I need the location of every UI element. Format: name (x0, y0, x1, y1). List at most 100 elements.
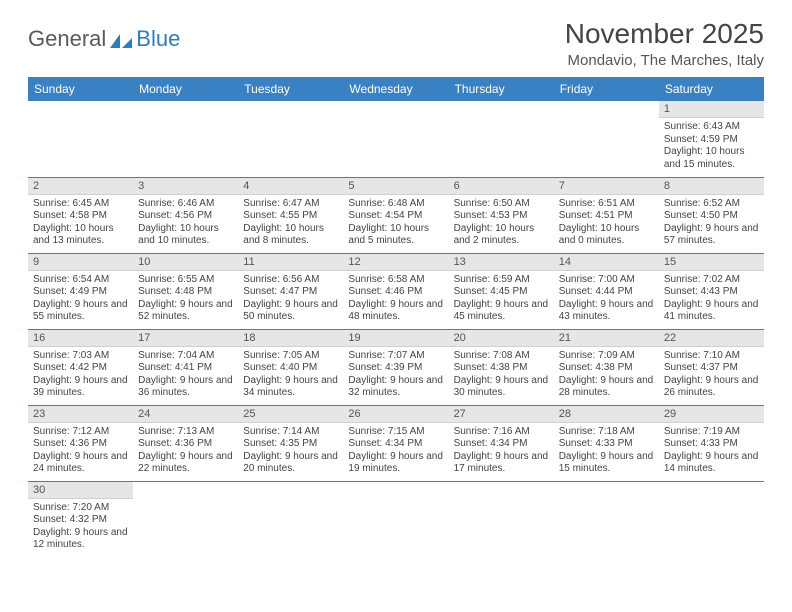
day-number: 8 (659, 178, 764, 195)
daylight-line: Daylight: 9 hours and 17 minutes. (454, 451, 549, 476)
day-details: Sunrise: 6:54 AMSunset: 4:49 PMDaylight:… (28, 271, 133, 328)
day-details: Sunrise: 7:20 AMSunset: 4:32 PMDaylight:… (28, 499, 133, 556)
calendar-day-cell: 30Sunrise: 7:20 AMSunset: 4:32 PMDayligh… (28, 481, 133, 557)
day-number: 16 (28, 330, 133, 347)
day-details: Sunrise: 6:46 AMSunset: 4:56 PMDaylight:… (133, 195, 238, 252)
day-number: 18 (238, 330, 343, 347)
calendar-empty-cell (343, 481, 448, 557)
calendar-empty-cell (659, 481, 764, 557)
day-details: Sunrise: 6:48 AMSunset: 4:54 PMDaylight:… (343, 195, 448, 252)
day-details: Sunrise: 7:09 AMSunset: 4:38 PMDaylight:… (554, 347, 659, 404)
day-details: Sunrise: 7:14 AMSunset: 4:35 PMDaylight:… (238, 423, 343, 480)
sunset-line: Sunset: 4:53 PM (454, 210, 549, 223)
day-number: 11 (238, 254, 343, 271)
calendar-empty-cell (133, 101, 238, 177)
calendar-row: 23Sunrise: 7:12 AMSunset: 4:36 PMDayligh… (28, 405, 764, 481)
sunrise-line: Sunrise: 6:46 AM (138, 198, 233, 211)
day-number: 25 (238, 406, 343, 423)
day-number: 15 (659, 254, 764, 271)
calendar-day-cell: 9Sunrise: 6:54 AMSunset: 4:49 PMDaylight… (28, 253, 133, 329)
daylight-line: Daylight: 9 hours and 45 minutes. (454, 299, 549, 324)
calendar-empty-cell (449, 481, 554, 557)
sunrise-line: Sunrise: 7:08 AM (454, 350, 549, 363)
day-number: 21 (554, 330, 659, 347)
daylight-line: Daylight: 9 hours and 28 minutes. (559, 375, 654, 400)
calendar-day-cell: 21Sunrise: 7:09 AMSunset: 4:38 PMDayligh… (554, 329, 659, 405)
daylight-line: Daylight: 9 hours and 48 minutes. (348, 299, 443, 324)
calendar-day-cell: 11Sunrise: 6:56 AMSunset: 4:47 PMDayligh… (238, 253, 343, 329)
sunset-line: Sunset: 4:36 PM (138, 438, 233, 451)
calendar-day-cell: 28Sunrise: 7:18 AMSunset: 4:33 PMDayligh… (554, 405, 659, 481)
sunset-line: Sunset: 4:34 PM (454, 438, 549, 451)
calendar-day-cell: 14Sunrise: 7:00 AMSunset: 4:44 PMDayligh… (554, 253, 659, 329)
sunrise-line: Sunrise: 7:09 AM (559, 350, 654, 363)
sunset-line: Sunset: 4:48 PM (138, 286, 233, 299)
daylight-line: Daylight: 9 hours and 22 minutes. (138, 451, 233, 476)
sunset-line: Sunset: 4:56 PM (138, 210, 233, 223)
day-details: Sunrise: 6:45 AMSunset: 4:58 PMDaylight:… (28, 195, 133, 252)
title-block: November 2025 Mondavio, The Marches, Ita… (565, 18, 764, 69)
calendar-row: 1Sunrise: 6:43 AMSunset: 4:59 PMDaylight… (28, 101, 764, 177)
calendar-row: 9Sunrise: 6:54 AMSunset: 4:49 PMDaylight… (28, 253, 764, 329)
sunrise-line: Sunrise: 6:43 AM (664, 121, 759, 134)
calendar-table: SundayMondayTuesdayWednesdayThursdayFrid… (28, 77, 764, 557)
day-number: 14 (554, 254, 659, 271)
sunrise-line: Sunrise: 7:19 AM (664, 426, 759, 439)
day-number: 9 (28, 254, 133, 271)
weekday-header: Friday (554, 77, 659, 101)
day-details: Sunrise: 6:52 AMSunset: 4:50 PMDaylight:… (659, 195, 764, 252)
daylight-line: Daylight: 9 hours and 36 minutes. (138, 375, 233, 400)
sunset-line: Sunset: 4:40 PM (243, 362, 338, 375)
weekday-header: Saturday (659, 77, 764, 101)
daylight-line: Daylight: 9 hours and 26 minutes. (664, 375, 759, 400)
calendar-empty-cell (343, 101, 448, 177)
calendar-day-cell: 17Sunrise: 7:04 AMSunset: 4:41 PMDayligh… (133, 329, 238, 405)
day-number: 28 (554, 406, 659, 423)
calendar-day-cell: 22Sunrise: 7:10 AMSunset: 4:37 PMDayligh… (659, 329, 764, 405)
sunrise-line: Sunrise: 7:20 AM (33, 502, 128, 515)
daylight-line: Daylight: 10 hours and 13 minutes. (33, 223, 128, 248)
daylight-line: Daylight: 10 hours and 8 minutes. (243, 223, 338, 248)
calendar-empty-cell (28, 101, 133, 177)
calendar-empty-cell (554, 481, 659, 557)
daylight-line: Daylight: 9 hours and 15 minutes. (559, 451, 654, 476)
sunrise-line: Sunrise: 6:59 AM (454, 274, 549, 287)
sunset-line: Sunset: 4:55 PM (243, 210, 338, 223)
daylight-line: Daylight: 9 hours and 39 minutes. (33, 375, 128, 400)
logo-text-a: General (28, 26, 106, 52)
sunset-line: Sunset: 4:44 PM (559, 286, 654, 299)
calendar-day-cell: 18Sunrise: 7:05 AMSunset: 4:40 PMDayligh… (238, 329, 343, 405)
day-details: Sunrise: 6:58 AMSunset: 4:46 PMDaylight:… (343, 271, 448, 328)
calendar-empty-cell (133, 481, 238, 557)
sunrise-line: Sunrise: 6:51 AM (559, 198, 654, 211)
day-number: 5 (343, 178, 448, 195)
day-details: Sunrise: 7:07 AMSunset: 4:39 PMDaylight:… (343, 347, 448, 404)
sunrise-line: Sunrise: 7:04 AM (138, 350, 233, 363)
calendar-row: 16Sunrise: 7:03 AMSunset: 4:42 PMDayligh… (28, 329, 764, 405)
day-number: 6 (449, 178, 554, 195)
sunrise-line: Sunrise: 6:58 AM (348, 274, 443, 287)
sunset-line: Sunset: 4:37 PM (664, 362, 759, 375)
calendar-row: 2Sunrise: 6:45 AMSunset: 4:58 PMDaylight… (28, 177, 764, 253)
day-details: Sunrise: 6:55 AMSunset: 4:48 PMDaylight:… (133, 271, 238, 328)
weekday-header: Tuesday (238, 77, 343, 101)
day-details: Sunrise: 6:59 AMSunset: 4:45 PMDaylight:… (449, 271, 554, 328)
daylight-line: Daylight: 10 hours and 5 minutes. (348, 223, 443, 248)
day-number: 22 (659, 330, 764, 347)
sunset-line: Sunset: 4:49 PM (33, 286, 128, 299)
day-number: 29 (659, 406, 764, 423)
day-details: Sunrise: 7:10 AMSunset: 4:37 PMDaylight:… (659, 347, 764, 404)
calendar-day-cell: 15Sunrise: 7:02 AMSunset: 4:43 PMDayligh… (659, 253, 764, 329)
sunrise-line: Sunrise: 7:02 AM (664, 274, 759, 287)
weekday-header: Sunday (28, 77, 133, 101)
calendar-day-cell: 2Sunrise: 6:45 AMSunset: 4:58 PMDaylight… (28, 177, 133, 253)
daylight-line: Daylight: 9 hours and 50 minutes. (243, 299, 338, 324)
daylight-line: Daylight: 9 hours and 34 minutes. (243, 375, 338, 400)
weekday-header: Thursday (449, 77, 554, 101)
sunrise-line: Sunrise: 7:03 AM (33, 350, 128, 363)
daylight-line: Daylight: 9 hours and 43 minutes. (559, 299, 654, 324)
calendar-day-cell: 16Sunrise: 7:03 AMSunset: 4:42 PMDayligh… (28, 329, 133, 405)
day-number: 4 (238, 178, 343, 195)
sunrise-line: Sunrise: 7:10 AM (664, 350, 759, 363)
location-subtitle: Mondavio, The Marches, Italy (565, 52, 764, 69)
